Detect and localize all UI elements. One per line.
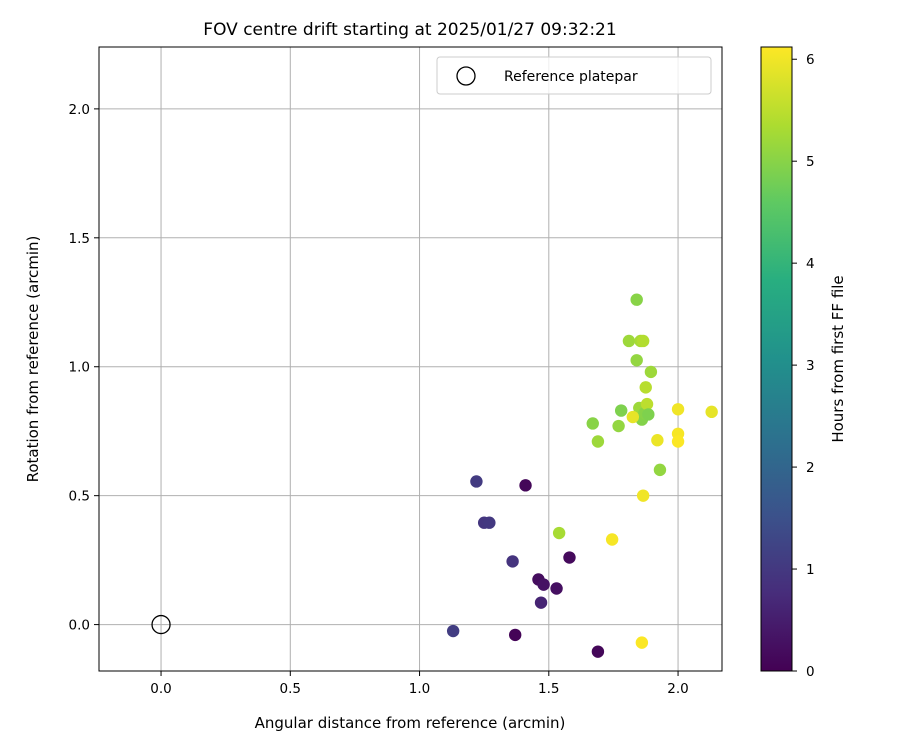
scatter-point (639, 381, 652, 394)
scatter-point (622, 334, 636, 348)
colorbar: 0 1 2 3 4 5 6 Hours from first FF file (760, 46, 847, 680)
legend-entry-reference-platepar: Reference platepar (504, 69, 638, 85)
y-tick-label: 0.5 (69, 489, 90, 505)
scatter-point (651, 434, 664, 447)
y-axis-label: Rotation from reference (arcmin) (24, 236, 42, 483)
scatter-point (446, 624, 460, 638)
grid-lines (99, 47, 722, 671)
scatter-point (636, 334, 650, 348)
scatter-point (635, 636, 649, 649)
colorbar-tick-label: 3 (806, 358, 815, 374)
scatter-point (506, 555, 519, 568)
x-tick-label: 2.0 (667, 681, 688, 697)
legend: Reference platepar (436, 56, 712, 95)
scatter-point (644, 365, 658, 379)
scatter-point (630, 354, 643, 367)
scatter-point (508, 628, 522, 642)
scatter-point (614, 404, 628, 417)
chart-title: FOV centre drift starting at 2025/01/27 … (203, 20, 616, 40)
scatter-point (591, 645, 605, 658)
reference-platepar-marker (151, 614, 171, 635)
scatter-point (519, 479, 532, 492)
colorbar-gradient (760, 46, 793, 672)
x-tick-label: 0.0 (150, 681, 171, 697)
x-axis-label: Angular distance from reference (arcmin) (255, 714, 566, 732)
scatter-point (550, 582, 563, 595)
x-tick-label: 1.0 (409, 681, 430, 697)
scatter-point (653, 463, 667, 477)
scatter-point (605, 533, 619, 546)
colorbar-tick-label: 2 (806, 460, 815, 476)
scatter-point (671, 403, 685, 416)
legend-box (436, 56, 712, 95)
scatter-points (446, 293, 718, 658)
scatter-point (612, 419, 625, 433)
scatter-point (552, 526, 566, 540)
colorbar-label: Hours from first FF file (829, 275, 847, 442)
scatter-point (537, 578, 550, 591)
y-tick-label: 2.0 (69, 102, 90, 118)
x-tick-label: 1.5 (538, 681, 559, 697)
y-tick-label: 1.5 (69, 231, 90, 247)
scatter-point (534, 596, 548, 609)
scatter-point (671, 435, 685, 448)
colorbar-tick-label: 1 (806, 562, 815, 578)
y-tick-label: 1.0 (69, 360, 90, 376)
colorbar-ticks: 0 1 2 3 4 5 6 (792, 52, 815, 680)
scatter-point (586, 417, 599, 430)
y-tick-label: 0.0 (69, 618, 90, 634)
scatter-point (630, 293, 643, 306)
scatter-point (470, 475, 483, 488)
x-tick-label: 0.5 (280, 681, 301, 697)
scatter-point (591, 435, 605, 448)
scatter-point (640, 397, 654, 411)
legend-open-circle-icon (456, 66, 476, 86)
reference-platepar-point (151, 614, 171, 635)
scatter-point (636, 489, 650, 502)
y-axis-ticks: 0.0 0.5 1.0 1.5 2.0 (69, 102, 99, 634)
scatter-point (642, 408, 655, 421)
scatter-point (626, 410, 640, 424)
scatter-point (705, 405, 718, 419)
colorbar-tick-label: 4 (806, 256, 815, 272)
plot-frame (98, 46, 723, 672)
colorbar-tick-label: 6 (806, 52, 815, 68)
scatter-point (563, 551, 576, 564)
x-axis-ticks: 0.0 0.5 1.0 1.5 2.0 (150, 671, 689, 697)
colorbar-tick-label: 0 (806, 664, 815, 680)
colorbar-tick-label: 5 (806, 154, 815, 170)
scatter-point (483, 516, 496, 529)
